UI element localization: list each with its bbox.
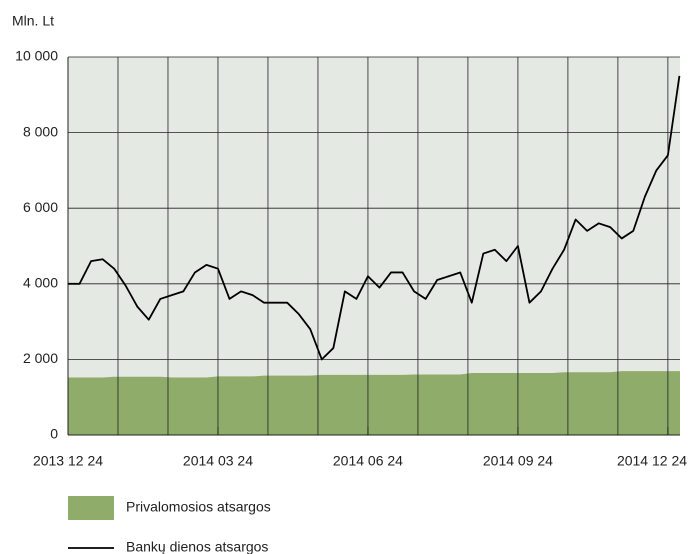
y-tick-label: 10 000 [15,48,58,64]
y-tick-label: 0 [50,426,58,442]
x-tick-label: 2013 12 24 [33,453,103,469]
x-tick-label: 2014 12 24 [617,453,687,469]
y-tick-label: 6 000 [23,199,58,215]
y-tick-label: 2 000 [23,350,58,366]
x-tick-label: 2014 09 24 [483,453,553,469]
x-tick-label: 2014 03 24 [183,453,253,469]
legend-label: Bankų dienos atsargos [126,539,268,554]
legend-label: Privalomosios atsargos [126,499,271,515]
y-tick-label: 8 000 [23,123,58,139]
plot-background [68,57,680,435]
x-tick-label: 2014 06 24 [333,453,403,469]
line [68,75,681,361]
legend-swatch [68,496,114,520]
area [68,371,680,435]
y-axis-label: Mln. Lt [12,13,54,29]
y-tick-label: 4 000 [23,275,58,291]
